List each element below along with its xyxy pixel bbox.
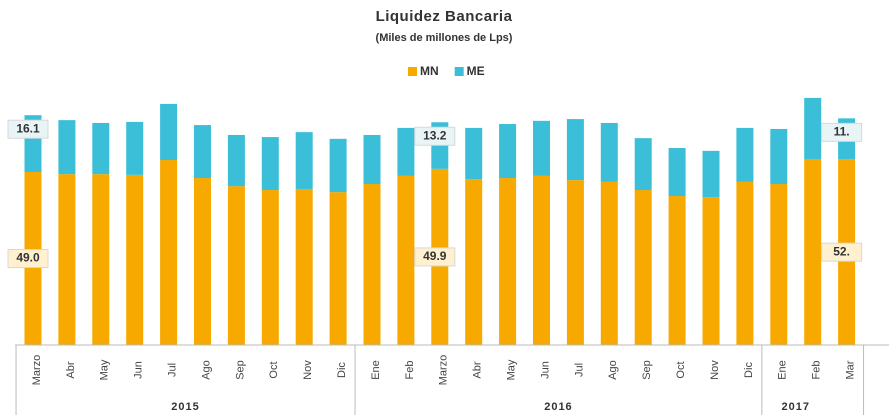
bar-segment xyxy=(194,178,211,345)
bar-segment xyxy=(92,174,110,345)
value-label-box xyxy=(414,126,456,146)
bar-segment xyxy=(465,179,483,345)
bar-segment xyxy=(702,197,720,345)
bar-segment xyxy=(770,128,788,185)
bar-segment xyxy=(566,119,584,181)
year-label: 2017 xyxy=(782,401,810,413)
year-label: 2016 xyxy=(544,401,572,413)
x-tick-label: Dic xyxy=(336,362,348,378)
x-tick-label: Ene xyxy=(777,360,789,380)
bar-segment xyxy=(329,192,347,345)
x-tick-label: Dic xyxy=(743,362,755,378)
value-label-box xyxy=(414,247,456,267)
bar-segment xyxy=(160,103,178,161)
bar-segment xyxy=(329,138,347,193)
chart-title: Liquidez Bancaria xyxy=(376,8,513,25)
x-tick-label: Ago xyxy=(607,360,619,380)
bar-segment xyxy=(533,120,550,176)
bar-segment xyxy=(126,121,144,175)
bar-segment xyxy=(566,180,584,345)
bar-segment xyxy=(363,134,381,185)
bar-segment xyxy=(363,184,381,345)
x-tick-label: Marzo xyxy=(438,355,450,386)
value-label: 49.9 xyxy=(423,249,447,263)
bar-segment xyxy=(804,97,822,159)
bar-segment xyxy=(499,178,517,345)
value-label-box xyxy=(7,119,49,139)
x-tick-label: Sep xyxy=(641,360,653,380)
bar-segment xyxy=(499,124,517,179)
bar-segment xyxy=(261,137,279,191)
x-tick-label: Feb xyxy=(811,361,823,380)
bar-segment xyxy=(804,158,822,345)
bar-segment xyxy=(770,184,788,345)
year-label: 2015 xyxy=(171,401,199,413)
x-tick-label: Jul xyxy=(573,363,585,377)
legend-label: MN xyxy=(420,64,439,78)
bar-segment xyxy=(600,122,618,182)
bar-segment xyxy=(227,186,245,345)
legend-label: ME xyxy=(467,64,485,78)
x-tick-label: Oct xyxy=(268,361,280,378)
bar-segment xyxy=(465,127,483,180)
x-tick-label: Ene xyxy=(370,360,382,380)
bar-segment xyxy=(58,120,76,175)
bar-segment xyxy=(92,122,110,175)
bar-segment xyxy=(194,125,211,179)
bar-segment xyxy=(227,134,245,187)
legend-swatch xyxy=(408,67,417,76)
x-tick-label: Abr xyxy=(472,361,484,378)
legend-swatch xyxy=(454,67,464,76)
x-tick-label: Jun xyxy=(133,361,145,379)
bar-segment xyxy=(702,150,720,198)
bar-segment xyxy=(668,148,686,197)
value-label-box xyxy=(821,242,863,262)
bar-segment xyxy=(295,132,313,189)
x-tick-label: Mar xyxy=(845,360,857,379)
value-label: 16.1 xyxy=(16,121,40,135)
bar-segment xyxy=(668,196,686,345)
x-tick-label: Marzo xyxy=(31,355,43,386)
bar-segment xyxy=(126,174,144,345)
bar-segment xyxy=(397,175,415,345)
bar-segment xyxy=(736,181,754,345)
x-tick-label: Abr xyxy=(65,361,77,378)
x-tick-label: Feb xyxy=(404,361,416,380)
value-label-box xyxy=(821,122,863,142)
bar-segment xyxy=(160,160,178,345)
x-tick-label: May xyxy=(506,359,518,380)
bar-segment xyxy=(397,127,415,176)
value-label-box xyxy=(7,249,49,269)
value-label: 13.2 xyxy=(423,128,447,142)
bar-segment xyxy=(600,181,618,345)
x-tick-label: Jul xyxy=(167,363,179,377)
x-tick-label: Nov xyxy=(709,360,721,380)
bar-segment xyxy=(58,174,76,345)
x-tick-label: Oct xyxy=(675,361,687,378)
bar-segment xyxy=(533,175,550,345)
x-tick-label: Jun xyxy=(539,361,551,379)
value-label: 11. xyxy=(834,125,850,139)
x-tick-label: May xyxy=(99,359,111,380)
bar-segment xyxy=(736,127,754,182)
x-tick-label: Ago xyxy=(200,360,212,380)
x-tick-label: Nov xyxy=(302,360,314,380)
value-label: 49.0 xyxy=(16,251,40,265)
value-label: 52. xyxy=(833,244,850,258)
chart-subtitle: (Miles de millones de Lps) xyxy=(376,32,513,44)
bar-segment xyxy=(634,138,652,191)
bar-segment xyxy=(295,188,313,345)
bar-segment xyxy=(261,190,279,345)
bar-segment xyxy=(634,190,652,345)
x-tick-label: Sep xyxy=(234,360,246,380)
